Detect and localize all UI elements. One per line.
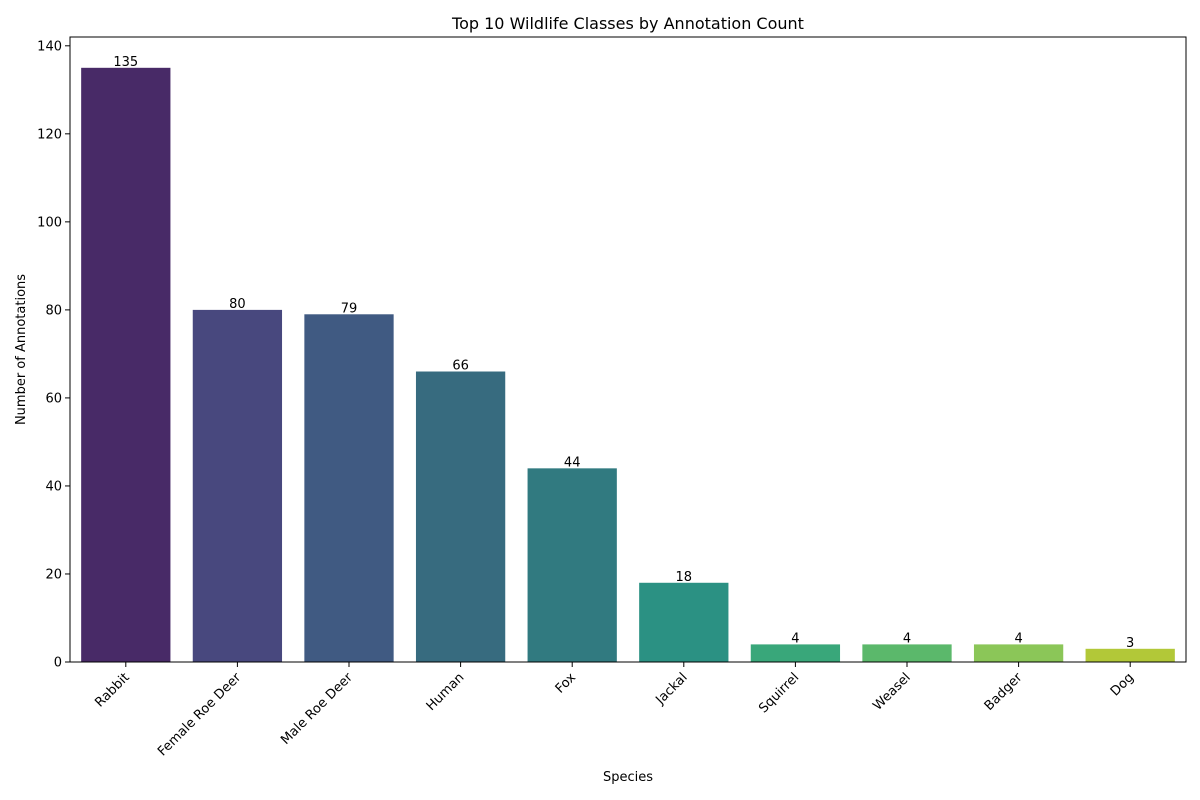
data-label: 4 <box>1014 631 1022 646</box>
x-tick-label: Human <box>424 670 468 714</box>
data-label: 79 <box>341 301 358 316</box>
bar-rabbit <box>81 67 171 662</box>
data-label: 135 <box>113 55 138 70</box>
x-axis: Rabbit Female Roe Deer Male Roe Deer Human F… <box>92 662 1137 759</box>
x-tick-label: Weasel <box>870 670 913 713</box>
bar-human <box>415 371 506 662</box>
bar-male-roe-deer <box>304 314 394 662</box>
data-label: 66 <box>452 359 469 374</box>
x-tick-label: Rabbit <box>92 670 132 710</box>
x-tick-label: Dog <box>1108 670 1137 699</box>
x-tick-label: Squirrel <box>756 670 802 716</box>
plot-frame <box>69 36 1187 663</box>
bar-weasel <box>862 644 952 662</box>
x-tick-label: Female Roe Deer <box>155 670 245 760</box>
bar-dog <box>1085 648 1175 662</box>
data-label: 80 <box>229 297 246 312</box>
y-axis: 0 20 40 60 80 100 120 140 <box>37 39 70 671</box>
y-tick-label: 80 <box>45 303 62 318</box>
data-label: 44 <box>564 455 581 470</box>
bar-female-roe-deer <box>192 309 283 662</box>
y-tick-label: 0 <box>54 656 62 671</box>
bar-jackal <box>639 582 729 662</box>
y-tick-label: 140 <box>37 39 62 54</box>
y-tick-label: 60 <box>45 391 62 406</box>
data-label: 4 <box>903 631 911 646</box>
bar-fox <box>527 468 617 662</box>
bars-group <box>81 67 1175 662</box>
x-axis-label: Species <box>603 770 653 785</box>
y-tick-label: 20 <box>45 567 62 582</box>
x-tick-label: Male Roe Deer <box>278 670 356 748</box>
y-axis-label: Number of Annotations <box>14 274 29 425</box>
x-tick-label: Fox <box>553 670 580 697</box>
y-tick-label: 100 <box>37 215 62 230</box>
data-label: 4 <box>791 631 799 646</box>
data-label: 18 <box>676 570 693 585</box>
bar-squirrel <box>750 644 841 662</box>
x-tick-label: Jackal <box>653 670 691 708</box>
bar-badger <box>973 644 1064 662</box>
chart-title: Top 10 Wildlife Classes by Annotation Co… <box>451 14 804 33</box>
y-tick-label: 120 <box>37 127 62 142</box>
data-label: 3 <box>1126 636 1134 651</box>
x-tick-label: Badger <box>982 670 1026 714</box>
y-tick-label: 40 <box>45 479 62 494</box>
